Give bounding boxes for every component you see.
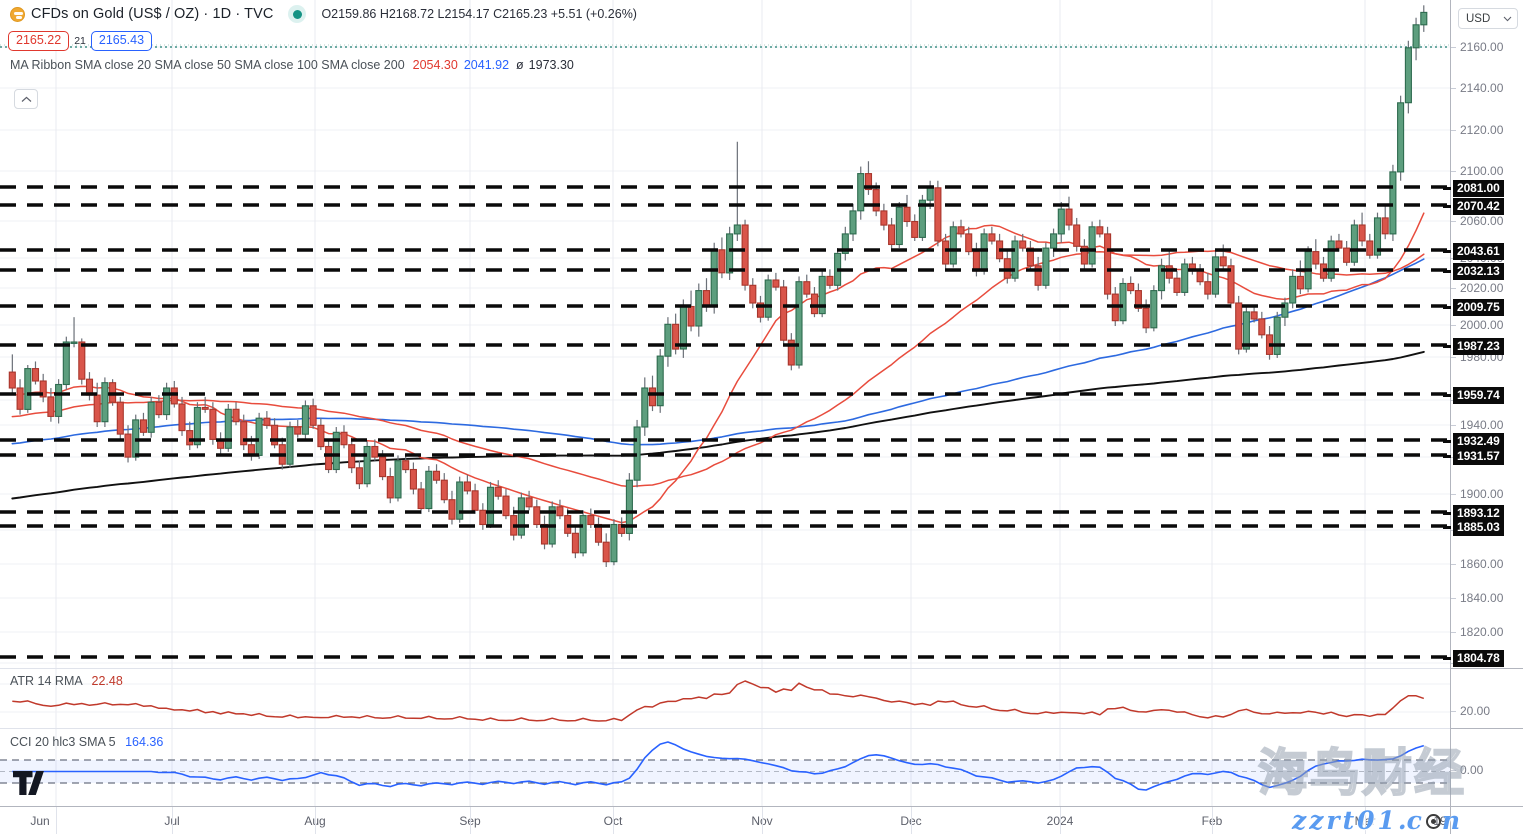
price-axis-label: 1840.00 xyxy=(1460,591,1504,605)
axis-tick xyxy=(1451,171,1456,172)
axis-tick xyxy=(1451,632,1456,633)
time-axis-label: 19 xyxy=(1433,814,1447,828)
atr-legend-name: ATR 14 RMA xyxy=(10,674,83,688)
time-axis-divider xyxy=(613,807,614,834)
atr-line-canvas xyxy=(0,669,1450,728)
ma-ribbon-avg-symbol: ø xyxy=(516,58,524,72)
ask-price-tag[interactable]: 2165.43 xyxy=(90,31,153,51)
sr-tick-dash xyxy=(1443,187,1451,190)
time-axis-label: Jun xyxy=(30,814,50,828)
cci-line-canvas xyxy=(0,729,1450,806)
price-axis-label: 2100.00 xyxy=(1460,164,1504,178)
price-axis-label-highlight: 2032.13 xyxy=(1453,262,1504,280)
price-axis-label: 1940.00 xyxy=(1460,418,1504,432)
price-axis-label: 2160.00 xyxy=(1460,40,1504,54)
sr-tick-dash xyxy=(1443,270,1451,273)
axis-tick xyxy=(1451,598,1456,599)
axis-tick xyxy=(1451,425,1456,426)
sr-tick-dash xyxy=(1443,306,1451,309)
price-axis-label-highlight: 2009.75 xyxy=(1453,298,1504,316)
atr-legend: ATR 14 RMA 22.48 xyxy=(10,674,123,688)
axis-divider xyxy=(1450,807,1451,834)
axis-tick xyxy=(1451,770,1456,771)
price-axis-label-highlight: 1932.49 xyxy=(1453,432,1504,450)
axis-tick xyxy=(1451,130,1456,131)
price-axis-label: 1820.00 xyxy=(1460,625,1504,639)
time-axis-divider xyxy=(1365,807,1366,834)
price-axis-label: 1860.00 xyxy=(1460,557,1504,571)
axis-tick xyxy=(1451,357,1456,358)
price-axis-label-highlight: 2070.42 xyxy=(1453,197,1504,215)
atr-legend-value: 22.48 xyxy=(91,674,123,688)
bid-price-tag[interactable]: 2165.22 xyxy=(8,31,70,51)
chevron-down-icon xyxy=(1503,16,1512,21)
price-axis-label-highlight: 1893.12 xyxy=(1453,504,1504,522)
atr-indicator-pane[interactable]: ATR 14 RMA 22.48 xyxy=(0,668,1450,728)
price-axis-label-highlight: 2081.00 xyxy=(1453,179,1504,197)
cci-legend: CCI 20 hlc3 SMA 5 164.36 xyxy=(10,735,163,749)
axis-tick xyxy=(1451,88,1456,89)
sr-tick-dash xyxy=(1443,455,1451,458)
legend-quote-row: 2165.22 21 2165.43 xyxy=(0,28,1450,54)
ma-ribbon-value-blue: 2041.92 xyxy=(463,58,510,72)
price-axis-label-highlight: 1987.23 xyxy=(1453,337,1504,355)
price-axis-label: 2140.00 xyxy=(1460,81,1504,95)
pane-separator xyxy=(1451,728,1523,729)
sr-tick-dash xyxy=(1443,250,1451,253)
time-axis-divider xyxy=(172,807,173,834)
price-axis-label-highlight: 1959.74 xyxy=(1453,386,1504,404)
atr-axis-label: 20.00 xyxy=(1460,704,1491,718)
ma-ribbon-value-red: 2054.30 xyxy=(412,58,458,72)
collapse-legend-button[interactable] xyxy=(14,89,38,109)
candlestick-canvas xyxy=(0,0,1450,668)
time-axis[interactable]: JunJulAugSepOctNovDec2024FebMar19 xyxy=(0,806,1523,834)
price-axis-label: 2060.00 xyxy=(1460,214,1504,228)
time-axis-divider xyxy=(470,807,471,834)
time-axis-divider xyxy=(1212,807,1213,834)
currency-selector[interactable]: USD xyxy=(1458,8,1518,29)
axis-tick xyxy=(1451,325,1456,326)
time-axis-divider xyxy=(56,807,57,834)
pane-separator xyxy=(1451,668,1523,669)
legend-indicator-row: MA Ribbon SMA close 20 SMA close 50 SMA … xyxy=(0,54,1450,76)
axis-tick xyxy=(1451,711,1456,712)
cci-axis-label: 0.00 xyxy=(1460,763,1484,777)
main-price-pane[interactable] xyxy=(0,0,1450,668)
sr-tick-dash xyxy=(1443,512,1451,515)
currency-label: USD xyxy=(1466,12,1491,25)
time-axis-divider xyxy=(911,807,912,834)
sr-tick-dash xyxy=(1443,394,1451,397)
price-axis-label-highlight: 1804.78 xyxy=(1453,649,1504,667)
price-axis-label-highlight: 1931.57 xyxy=(1453,447,1504,465)
ma-ribbon-label[interactable]: MA Ribbon SMA close 20 SMA close 50 SMA … xyxy=(10,58,405,72)
sr-tick-dash xyxy=(1443,526,1451,529)
sr-tick-dash xyxy=(1443,345,1451,348)
price-axis-label: 2120.00 xyxy=(1460,123,1504,137)
price-axis-label-highlight: 1885.03 xyxy=(1453,518,1504,536)
spread-value: 21 xyxy=(74,35,86,47)
cci-indicator-pane[interactable]: CCI 20 hlc3 SMA 5 164.36 xyxy=(0,728,1450,806)
sr-tick-dash xyxy=(1443,657,1451,660)
price-axis-label: 1900.00 xyxy=(1460,487,1504,501)
cci-legend-value: 164.36 xyxy=(125,735,164,749)
price-axis-label: 2020.00 xyxy=(1460,281,1504,295)
axis-tick xyxy=(1451,288,1456,289)
chevron-up-icon xyxy=(21,96,31,102)
price-axis[interactable]: USD 2160.00 2140.00 2120.00 2100.00 2060.00 2… xyxy=(1443,0,1523,806)
axis-tick xyxy=(1451,564,1456,565)
price-axis-label: 2000.00 xyxy=(1460,318,1504,332)
axis-tick xyxy=(1451,494,1456,495)
axis-tick xyxy=(1451,47,1456,48)
cci-legend-name: CCI 20 hlc3 SMA 5 xyxy=(10,735,116,749)
price-axis-label-highlight: 2043.61 xyxy=(1453,242,1504,260)
time-axis-divider xyxy=(315,807,316,834)
sr-tick-dash xyxy=(1443,440,1451,443)
ma-ribbon-avg-value: 1973.30 xyxy=(528,58,574,72)
axis-tick xyxy=(1451,221,1456,222)
tradingview-logo xyxy=(13,771,44,795)
time-axis-divider xyxy=(762,807,763,834)
sr-tick-dash xyxy=(1443,205,1451,208)
time-axis-divider xyxy=(1060,807,1061,834)
